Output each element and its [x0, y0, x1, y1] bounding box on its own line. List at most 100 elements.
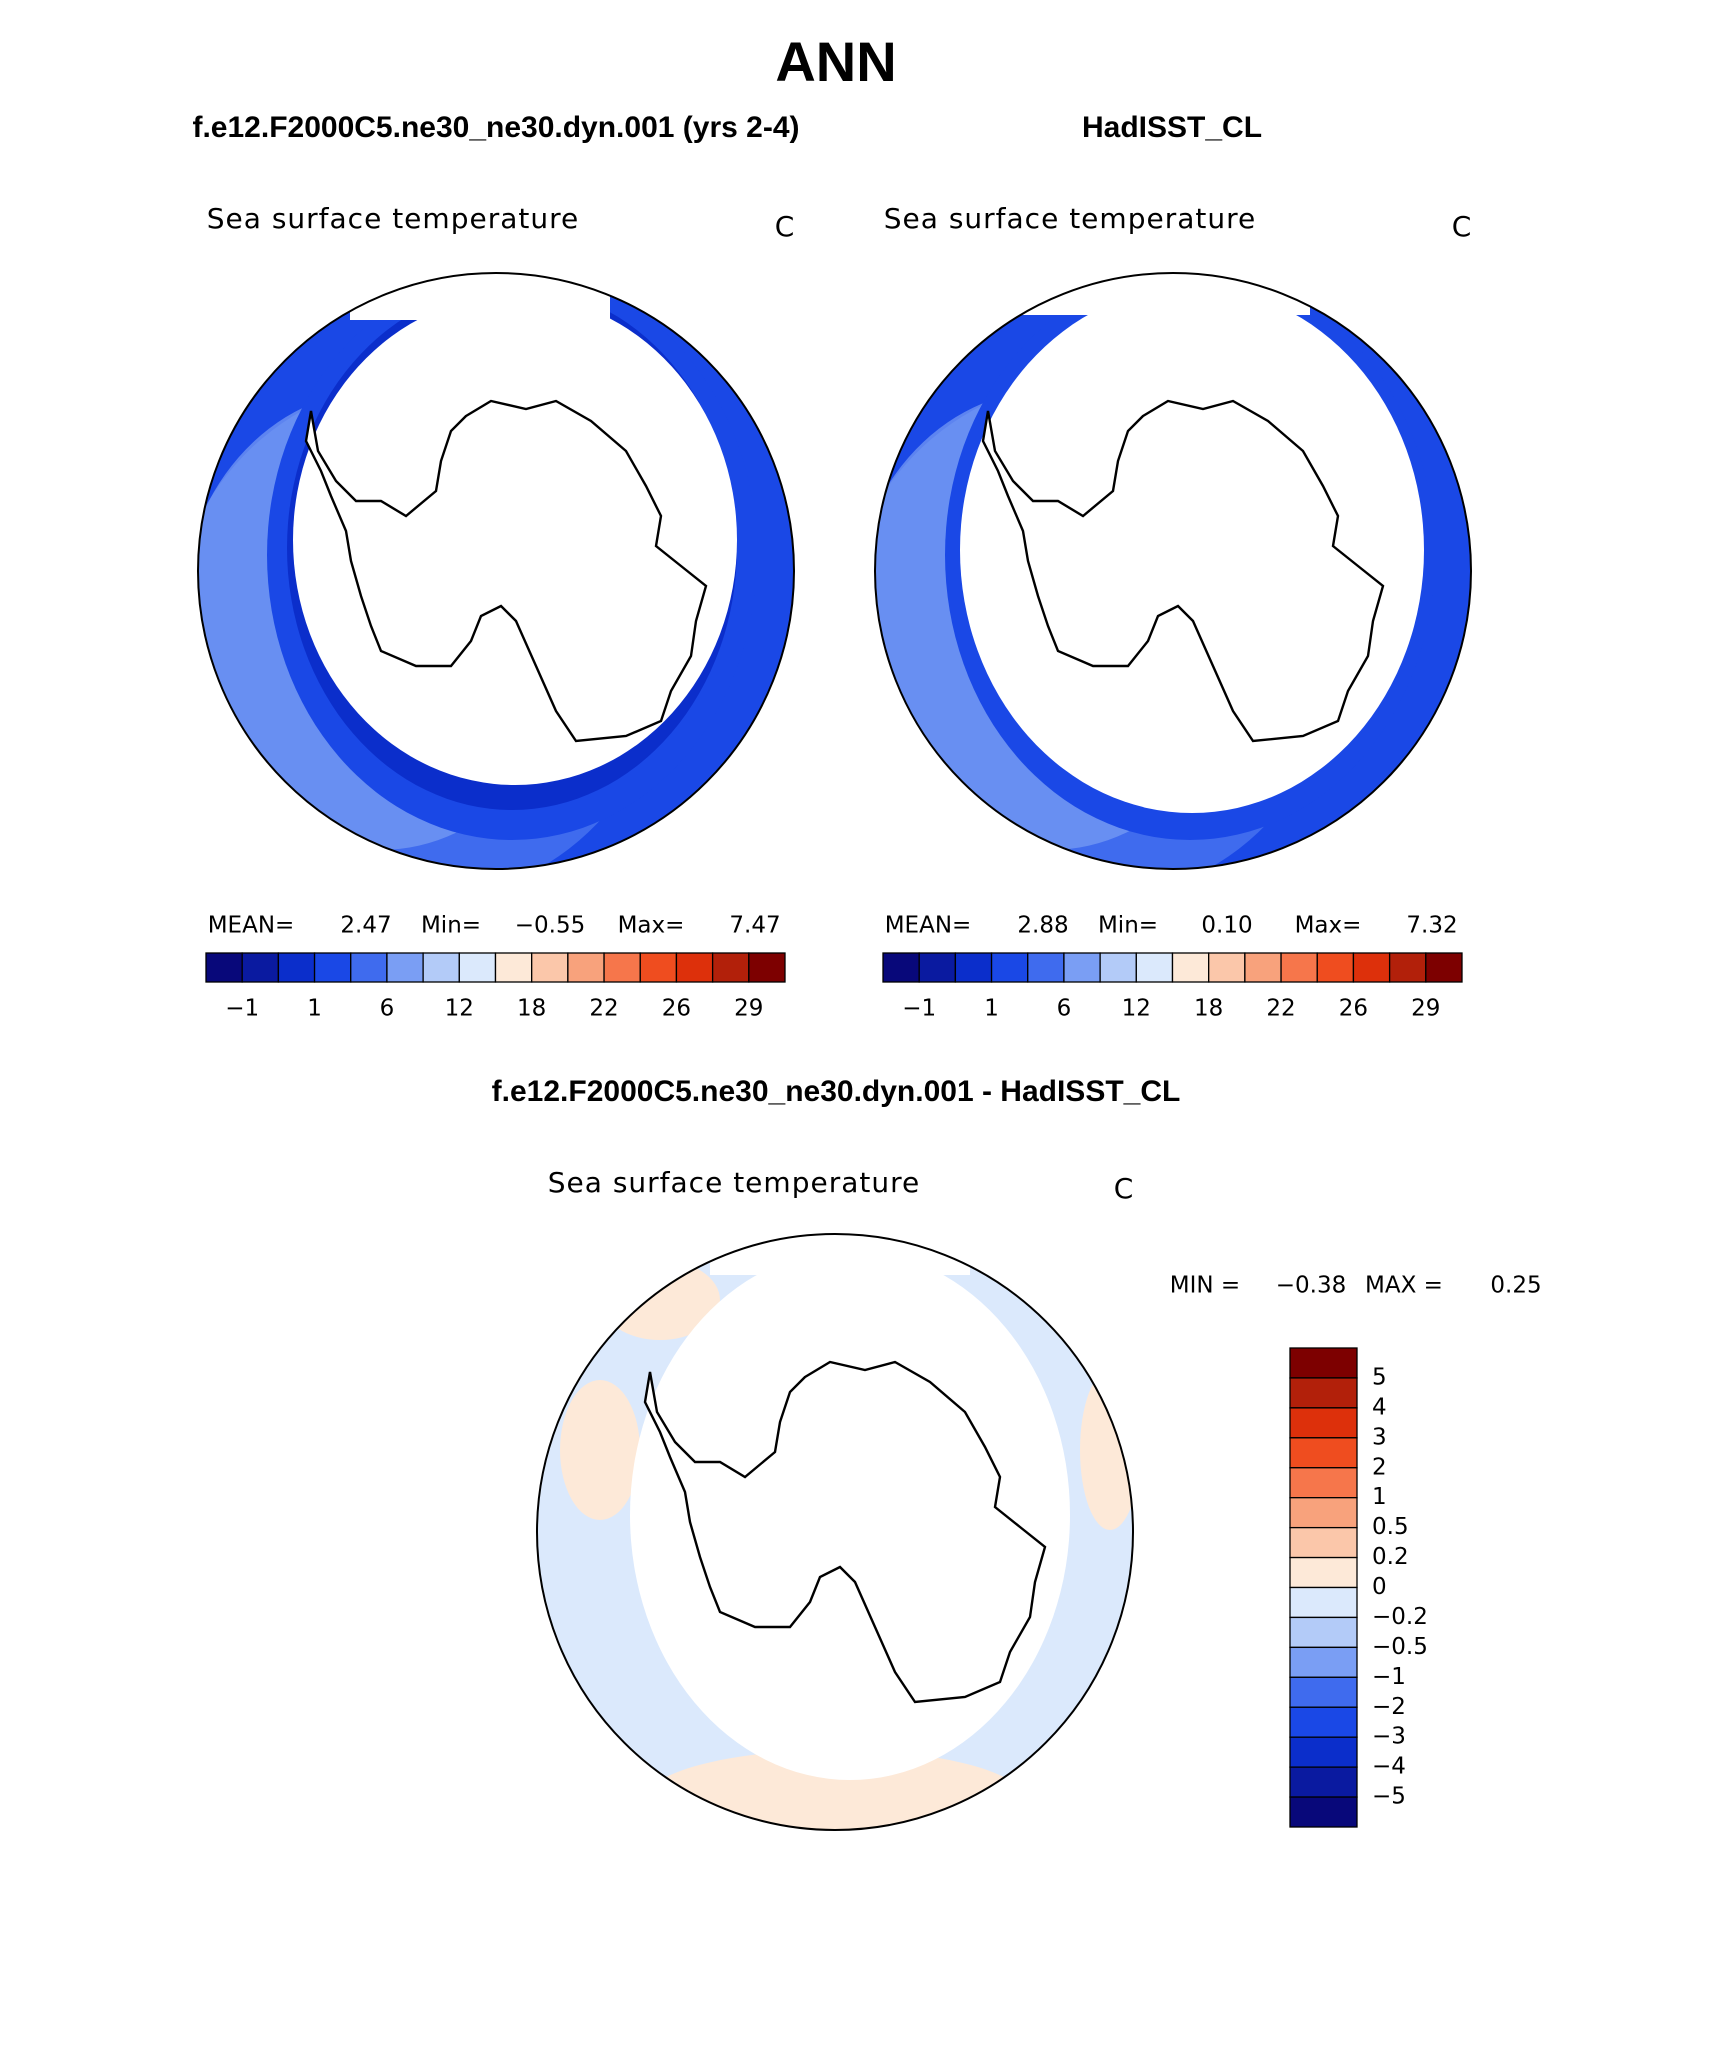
- units-label: C: [1452, 210, 1473, 243]
- stat-text: 2.47: [340, 913, 391, 939]
- colorbar-box: [1289, 1497, 1358, 1529]
- colorbar-label: 0.5: [1372, 1514, 1409, 1540]
- colorbar-label: 6: [1057, 996, 1072, 1022]
- stat-text: MAX =: [1365, 1273, 1443, 1299]
- colorbar-label: −5: [1372, 1784, 1406, 1810]
- units-label: C: [1114, 1172, 1135, 1205]
- colorbar-box: [277, 952, 316, 983]
- colorbar-label: 2: [1372, 1454, 1387, 1480]
- stat-text: −0.55: [515, 913, 585, 939]
- colorbar-box: [1289, 1586, 1358, 1619]
- colorbar-label: 12: [445, 996, 474, 1022]
- colorbar-box: [1135, 952, 1174, 983]
- colorbar-box: [639, 952, 678, 983]
- colorbar-box: [531, 952, 569, 983]
- variable-label: Sea surface temperature: [548, 1166, 920, 1199]
- colorbar-box: [1289, 1736, 1358, 1768]
- colorbar-box: [1289, 1646, 1358, 1678]
- colorbar-label: −1: [902, 996, 936, 1022]
- colorbar-box: [1289, 1437, 1358, 1469]
- map-border: [536, 1233, 1134, 1831]
- colorbar-box: [748, 952, 786, 983]
- colorbar-label: 12: [1122, 996, 1151, 1022]
- colorbar-box: [422, 952, 460, 983]
- colorbar-box: [1027, 952, 1065, 983]
- colorbar-box: [1244, 952, 1282, 983]
- colorbar-label: −0.5: [1372, 1634, 1428, 1660]
- colorbar-box: [603, 952, 641, 983]
- stat-text: MIN =: [1170, 1273, 1240, 1299]
- colorbar-label: 29: [1411, 996, 1440, 1022]
- colorbar-box: [1289, 1377, 1358, 1409]
- colorbar-box: [918, 952, 957, 983]
- colorbar-label: 5: [1372, 1364, 1387, 1390]
- units-label: C: [775, 210, 796, 243]
- stat-text: Max=: [618, 913, 685, 939]
- colorbar-box: [1388, 952, 1427, 983]
- colorbar-label: −4: [1372, 1754, 1406, 1780]
- colorbar-box: [1063, 952, 1101, 983]
- stat-text: MEAN=: [885, 913, 972, 939]
- colorbar-label: 18: [1194, 996, 1223, 1022]
- colorbar-box: [350, 952, 388, 983]
- colorbar-label: −3: [1372, 1724, 1406, 1750]
- stat-text: MEAN=: [208, 913, 295, 939]
- colorbar-box: [205, 952, 243, 983]
- colorbar-box: [386, 952, 424, 983]
- stat-text: Min=: [1098, 913, 1158, 939]
- colorbar-label: −1: [225, 996, 259, 1022]
- colorbar-box: [1099, 952, 1137, 983]
- colorbar-box: [1289, 1616, 1358, 1649]
- colorbar-label: 0: [1372, 1574, 1387, 1600]
- colorbar-label: 26: [662, 996, 691, 1022]
- colorbar-box: [1425, 952, 1463, 983]
- colorbar-box: [1289, 1766, 1358, 1798]
- stat-text: Min=: [421, 913, 481, 939]
- colorbar-label: 3: [1372, 1424, 1387, 1450]
- stat-text: −0.38: [1276, 1273, 1346, 1299]
- colorbar-box: [494, 952, 533, 983]
- colorbar-box: [1208, 952, 1246, 983]
- panel-subtitle: f.e12.F2000C5.ne30_ne30.dyn.001 - HadISS…: [492, 1075, 1181, 1108]
- variable-label: Sea surface temperature: [884, 202, 1256, 235]
- colorbar-box: [1289, 1407, 1358, 1439]
- colorbar-box: [313, 952, 352, 983]
- colorbar-label: 26: [1339, 996, 1368, 1022]
- panel-subtitle: f.e12.F2000C5.ne30_ne30.dyn.001 (yrs 2-4…: [192, 111, 799, 144]
- variable-label: Sea surface temperature: [207, 202, 579, 235]
- colorbar-box: [1289, 1526, 1358, 1559]
- colorbar-label: 1: [1372, 1484, 1387, 1510]
- colorbar-box: [954, 952, 993, 983]
- colorbar-label: 4: [1372, 1394, 1387, 1420]
- colorbar-box: [1171, 952, 1210, 983]
- colorbar-box: [1352, 952, 1391, 983]
- colorbar-box: [711, 952, 750, 983]
- colorbar-box: [1289, 1467, 1358, 1499]
- stat-text: 0.10: [1201, 913, 1252, 939]
- map: [875, 273, 1471, 869]
- colorbar-label: 0.2: [1372, 1544, 1409, 1570]
- colorbar-label: −2: [1372, 1694, 1406, 1720]
- colorbar-label: −0.2: [1372, 1604, 1428, 1630]
- colorbar-label: 22: [1266, 996, 1295, 1022]
- colorbar-box: [1289, 1676, 1358, 1708]
- colorbar-label: 1: [984, 996, 999, 1022]
- stat-text: Max=: [1295, 913, 1362, 939]
- colorbar-box: [567, 952, 605, 983]
- colorbar-label: 6: [380, 996, 395, 1022]
- colorbar-box: [675, 952, 714, 983]
- colorbar-box: [1316, 952, 1355, 983]
- stat-text: 2.88: [1017, 913, 1068, 939]
- colorbar-label: 18: [517, 996, 546, 1022]
- colorbar-box: [1289, 1347, 1358, 1379]
- colorbar-box: [1289, 1556, 1358, 1589]
- stat-text: 7.47: [729, 913, 780, 939]
- colorbar-box: [1289, 1706, 1358, 1738]
- colorbar-box: [1289, 1796, 1358, 1828]
- colorbar-box: [1280, 952, 1318, 983]
- colorbar-box: [990, 952, 1029, 983]
- stat-text: 0.25: [1490, 1273, 1541, 1299]
- panel-subtitle: HadISST_CL: [1082, 111, 1262, 144]
